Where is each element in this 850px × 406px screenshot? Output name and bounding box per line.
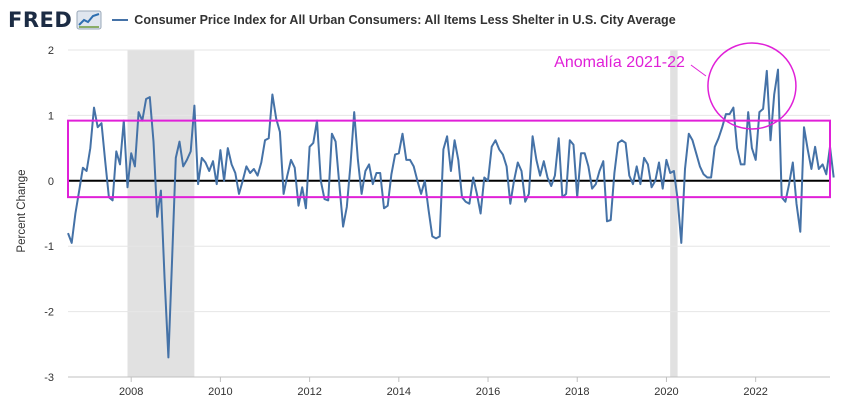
annotation-pointer <box>690 64 707 77</box>
x-tick-label: 2020 <box>654 386 678 398</box>
chart-title: Consumer Price Index for All Urban Consu… <box>134 13 676 27</box>
y-tick-label: 2 <box>48 45 54 57</box>
chart-header: FRED Consumer Price Index for All Urban … <box>8 6 676 34</box>
x-tick-label: 2012 <box>297 386 321 398</box>
x-tick-label: 2016 <box>476 386 500 398</box>
y-tick-label: -2 <box>44 307 54 319</box>
recession-band <box>670 50 678 377</box>
series-line <box>67 68 835 359</box>
legend-swatch <box>112 19 129 21</box>
annotation-rectangle <box>67 119 831 199</box>
x-tick-label: 2018 <box>565 386 589 398</box>
chart-line-icon <box>76 10 102 30</box>
y-tick-label: -3 <box>44 372 54 384</box>
y-tick-label: 0 <box>48 176 54 188</box>
x-tick-label: 2010 <box>208 386 232 398</box>
fred-logo[interactable]: FRED <box>8 8 73 32</box>
x-tick-label: 2008 <box>119 386 143 398</box>
x-tick-label: 2014 <box>387 386 411 398</box>
annotation-label: Anomalía 2021-22 <box>554 54 685 71</box>
y-tick-label: -1 <box>44 241 54 253</box>
x-tick-label: 2022 <box>743 386 767 398</box>
annotation-ellipse <box>707 42 797 130</box>
y-tick-label: 1 <box>48 110 54 122</box>
